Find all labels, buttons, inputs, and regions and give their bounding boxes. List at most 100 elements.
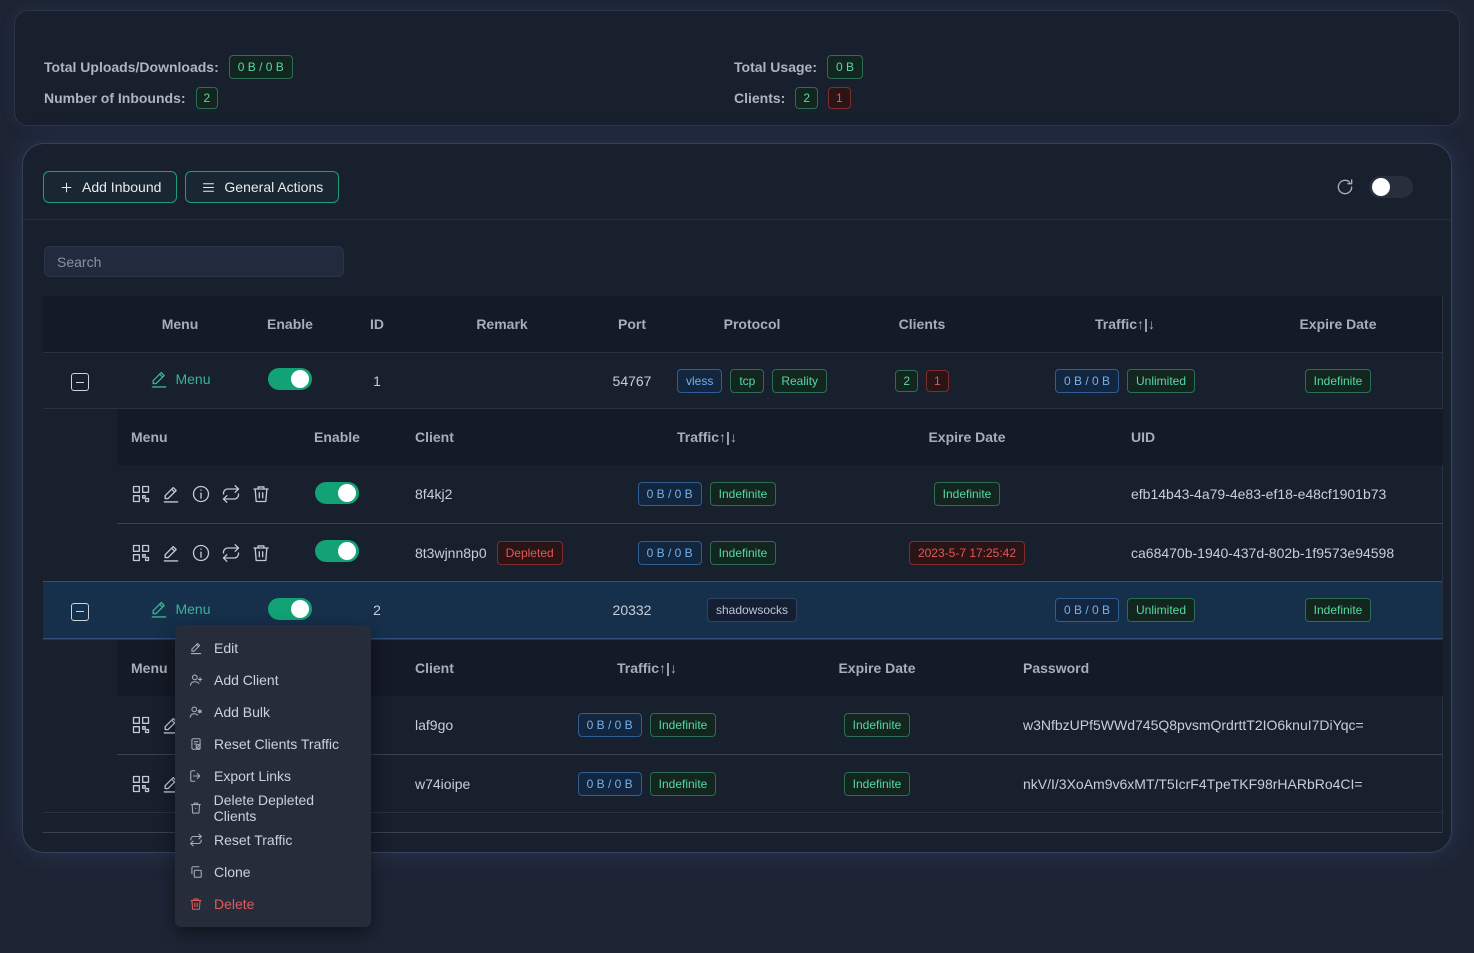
header-protocol: Protocol [677,316,827,332]
header-enable: Enable [287,429,387,445]
clients-active-badge: 2 [795,87,818,109]
expire-badge: Indefinite [1305,598,1372,622]
reset-traffic-icon[interactable] [221,484,241,504]
toggle-knob [1372,178,1390,196]
protocol-tag: vless [677,369,722,393]
header-traffic[interactable]: Traffic↑|↓ [1017,316,1233,332]
row-menu-button[interactable]: Menu [149,599,210,619]
inbound-id: 2 [337,602,417,618]
client-uid: efb14b43-4a79-4e83-ef18-e48cf1901b73 [1087,486,1443,502]
add-inbound-button[interactable]: Add Inbound [43,171,177,203]
header-menu: Menu [117,429,287,445]
edit-icon[interactable] [161,484,181,504]
qrcode-icon[interactable] [131,715,151,735]
stat-label: Total Usage: [734,59,817,75]
client-name: 8f4kj2 [415,486,452,502]
menu-item-label: Delete [214,896,254,912]
protocol-tag: shadowsocks [707,598,797,622]
general-actions-button[interactable]: General Actions [185,171,339,203]
enable-toggle[interactable] [268,598,312,620]
qrcode-icon[interactable] [131,543,151,563]
dark-mode-toggle[interactable] [1369,176,1413,198]
users-add-icon [189,705,203,719]
menu-item-delete[interactable]: Delete [175,888,371,920]
header-traffic[interactable]: Traffic↑|↓ [567,429,847,445]
menu-item-edit[interactable]: Edit [175,632,371,664]
stat-total-usage: Total Usage: 0 B [734,55,863,79]
clients-ok-badge: 2 [895,370,918,392]
menu-item-export-links[interactable]: Export Links [175,760,371,792]
collapse-row-button[interactable] [71,603,89,621]
trash-icon[interactable] [251,543,271,563]
header-client: Client [387,429,567,445]
stat-total-uploads-downloads: Total Uploads/Downloads: 0 B / 0 B [44,55,293,79]
menu-item-delete-depleted-clients[interactable]: Delete Depleted Clients [175,792,371,824]
traffic-limit-badge: Indefinite [650,772,717,796]
traffic-limit-badge: Unlimited [1127,598,1195,622]
traffic-limit-badge: Indefinite [710,541,777,565]
client-enable-toggle[interactable] [315,482,359,504]
info-icon[interactable] [191,543,211,563]
plus-icon [59,180,74,195]
stat-label: Number of Inbounds: [44,90,186,106]
toggle-knob [338,484,356,502]
edit-icon[interactable] [161,543,181,563]
header-expire-date: Expire Date [747,660,1007,676]
inbound-row-1: Menu 1 54767 vless tcp Reality 2 1 0 B /… [43,352,1442,408]
trash-icon [189,897,203,911]
menu-item-add-bulk[interactable]: Add Bulk [175,696,371,728]
client-enable-toggle[interactable] [315,540,359,562]
edit-icon [189,641,203,655]
collapse-row-button[interactable] [71,373,89,391]
stat-clients: Clients: 2 1 [734,87,851,109]
clients-depleted-badge: 1 [926,370,949,392]
client-name: laf9go [415,717,453,733]
menu-item-reset-clients-traffic[interactable]: Reset Clients Traffic [175,728,371,760]
client-uid: ca68470b-1940-437d-802b-1f9573e94598 [1087,545,1443,561]
header-id: ID [337,316,417,332]
stat-value-badge: 0 B / 0 B [229,55,293,79]
inbound-port: 20332 [587,602,677,618]
traffic-badge: 0 B / 0 B [1055,369,1119,393]
stat-value-badge: 2 [196,87,219,109]
toolbar: Add Inbound General Actions [43,171,1431,203]
traffic-badge: 0 B / 0 B [638,482,702,506]
traffic-limit-badge: Unlimited [1127,369,1195,393]
search-input[interactable] [44,246,344,277]
clients-depleted-badge: 1 [828,87,851,109]
header-password: Password [1007,660,1443,676]
client-name: w74ioipe [415,776,470,792]
refresh-icon[interactable] [1335,177,1355,197]
header-traffic[interactable]: Traffic↑|↓ [547,660,747,676]
menu-item-clone[interactable]: Clone [175,856,371,888]
menu-item-reset-traffic[interactable]: Reset Traffic [175,824,371,856]
inbound-context-menu: Edit Add Client Add Bulk Reset Clients T… [175,625,371,927]
qrcode-icon[interactable] [131,484,151,504]
menu-item-add-client[interactable]: Add Client [175,664,371,696]
stats-card: Total Uploads/Downloads: 0 B / 0 B Numbe… [14,10,1460,126]
menu-item-label: Add Client [214,672,279,688]
header-port: Port [587,316,677,332]
expire-badge: 2023-5-7 17:25:42 [909,541,1025,565]
reset-traffic-icon[interactable] [221,543,241,563]
client-password: nkV/I/3XoAm9v6xMT/T5IcrF4TpeTKF98rHARbRo… [1007,776,1443,792]
minus-icon [76,611,84,612]
copy-icon [189,865,203,879]
row-menu-button[interactable]: Menu [149,369,210,389]
menu-item-label: Export Links [214,768,291,784]
header-client: Client [387,660,547,676]
client-row: 8f4kj2 0 B / 0 B Indefinite Indefinite e… [117,465,1443,523]
expire-badge: Indefinite [1305,369,1372,393]
traffic-badge: 0 B / 0 B [578,772,642,796]
user-add-icon [189,673,203,687]
traffic-badge: 0 B / 0 B [1055,598,1119,622]
traffic-limit-badge: Indefinite [710,482,777,506]
client-password: w3NfbzUPf5WWd745Q8pvsmQrdrttT2IO6knuI7Di… [1007,717,1443,733]
header-expire-date: Expire Date [847,429,1087,445]
edit-icon [149,599,169,619]
enable-toggle[interactable] [268,368,312,390]
menu-item-label: Reset Traffic [214,832,292,848]
info-icon[interactable] [191,484,211,504]
qrcode-icon[interactable] [131,774,151,794]
trash-icon[interactable] [251,484,271,504]
